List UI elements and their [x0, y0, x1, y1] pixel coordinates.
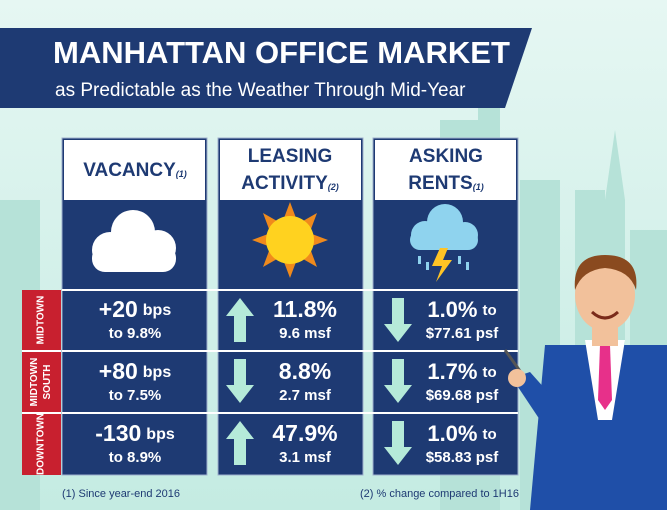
column-header-line: RENTS: [408, 173, 472, 194]
rents-change: 1.0% to: [427, 421, 496, 446]
storm-icon: [410, 204, 478, 282]
change-value: -130: [95, 420, 141, 446]
vacancy-change: +20 bps: [99, 296, 172, 322]
column-header: VACANCY(1): [83, 160, 187, 181]
presenter: [503, 255, 667, 510]
leasing-change: 8.8%: [279, 358, 331, 384]
change-value: +80: [99, 358, 138, 384]
change-value: +20: [99, 296, 138, 322]
column-header-line: VACANCY: [83, 160, 176, 181]
title-banner: [0, 28, 532, 108]
change-value: 1.0%: [427, 421, 477, 446]
subtitle: as Predictable as the Weather Through Mi…: [55, 80, 466, 101]
column-header-line: ASKING: [409, 146, 483, 167]
leasing-volume: 9.6 msf: [279, 325, 332, 342]
change-value: 1.7%: [427, 359, 477, 384]
column-note: (2): [328, 182, 339, 192]
change-to: to: [482, 364, 496, 381]
row-label: MIDTOWN: [29, 358, 40, 407]
vacancy-level: to 7.5%: [109, 387, 162, 404]
column-header: RENTS(1): [408, 173, 483, 194]
vacancy-level: to 8.9%: [109, 449, 162, 466]
rents-level: $58.83 psf: [426, 449, 500, 466]
change-unit: bps: [143, 364, 172, 381]
row-label: MIDTOWN: [36, 296, 47, 345]
footnote: (1) Since year-end 2016: [62, 488, 180, 500]
vacancy-change: -130 bps: [95, 420, 175, 446]
change-to: to: [482, 426, 496, 443]
change-unit: bps: [146, 426, 175, 443]
content: VACANCY(1)LEASINGACTIVITY(2)ASKINGRENTS(…: [29, 146, 499, 475]
column-note: (1): [176, 169, 187, 179]
change-to: to: [482, 302, 496, 319]
column-note: (1): [473, 182, 484, 192]
leasing-volume: 2.7 msf: [279, 387, 332, 404]
rents-level: $69.68 psf: [426, 387, 500, 404]
row-label: DOWNTOWN: [36, 413, 47, 475]
footnote: (2) % change compared to 1H16: [360, 488, 519, 500]
leasing-change: 47.9%: [272, 420, 337, 446]
vacancy-change: +80 bps: [99, 358, 172, 384]
column-header-line: ACTIVITY: [241, 173, 328, 194]
column-header: ACTIVITY(2): [241, 173, 339, 194]
rents-level: $77.61 psf: [426, 325, 500, 342]
change-value: 1.0%: [427, 297, 477, 322]
title: MANHATTAN OFFICE MARKET: [53, 35, 510, 70]
column-header-line: LEASING: [248, 146, 332, 167]
cloud-icon: [92, 210, 176, 272]
column-header: LEASING: [248, 146, 332, 167]
vacancy-level: to 9.8%: [109, 325, 162, 342]
arrows: [226, 298, 412, 465]
rents-change: 1.0% to: [427, 297, 496, 322]
leasing-change: 11.8%: [273, 296, 337, 322]
change-unit: bps: [143, 302, 172, 319]
column-header: ASKING: [409, 146, 483, 167]
sun-icon: [252, 202, 328, 278]
rents-change: 1.7% to: [427, 359, 496, 384]
leasing-volume: 3.1 msf: [279, 449, 332, 466]
row-label: SOUTH: [42, 365, 53, 400]
